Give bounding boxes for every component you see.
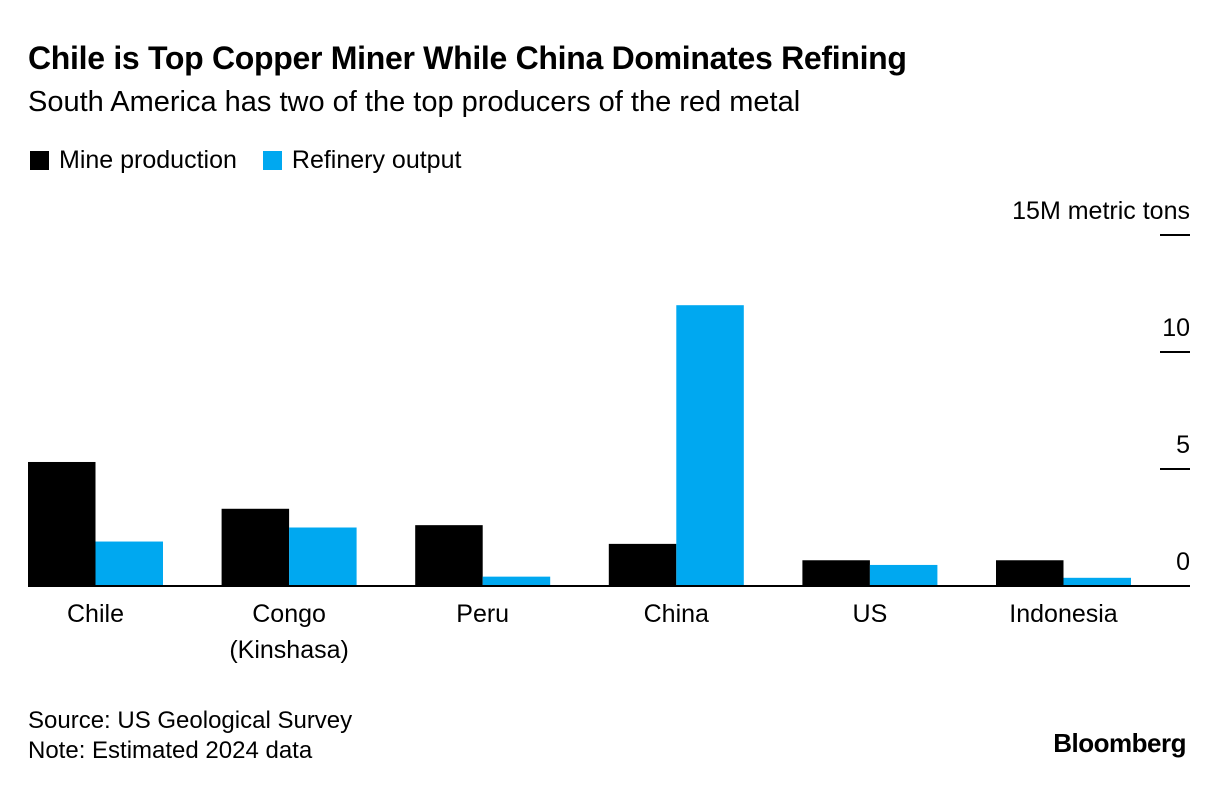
x-tick-label-1: Congo xyxy=(252,600,326,628)
legend: Mine production Refinery output xyxy=(30,146,487,175)
y-tick-label-15: 15M metric tons xyxy=(1012,197,1190,225)
legend-swatch-refinery xyxy=(262,151,282,170)
source-note: Source: US Geological Survey Note: Estim… xyxy=(28,706,352,766)
x-tick-label-5: Indonesia xyxy=(1009,600,1118,628)
bar-mine-1 xyxy=(221,508,290,586)
chart-title: Chile is Top Copper Miner While China Do… xyxy=(28,40,907,76)
bloomberg-logo: Bloomberg xyxy=(1053,728,1186,758)
legend-item-mine: Mine production xyxy=(30,146,237,175)
x-tick-label-0: Chile xyxy=(67,600,124,628)
bar-refinery-4 xyxy=(869,564,938,586)
x-tick-label-4: US xyxy=(853,600,888,628)
bar-refinery-5 xyxy=(1063,577,1131,586)
bar-mine-5 xyxy=(996,560,1064,586)
legend-item-refinery: Refinery output xyxy=(262,146,462,175)
bar-refinery-0 xyxy=(95,541,163,586)
bar-refinery-2 xyxy=(482,576,551,586)
bar-mine-3 xyxy=(608,543,677,586)
note-text: Note: Estimated 2024 data xyxy=(28,737,313,764)
legend-label-refinery: Refinery output xyxy=(291,146,462,174)
chart-subtitle: South America has two of the top produce… xyxy=(28,86,801,118)
bar-mine-0 xyxy=(28,461,96,586)
y-tick-label-0: 0 xyxy=(1176,548,1190,576)
bar-mine-2 xyxy=(415,525,483,586)
x-tick-label-1-line1: (Kinshasa) xyxy=(229,636,349,664)
y-tick-label-10: 10 xyxy=(1162,314,1190,342)
bar-refinery-3 xyxy=(676,305,744,586)
legend-swatch-mine xyxy=(30,151,49,170)
legend-label-mine: Mine production xyxy=(59,146,237,174)
x-tick-label-2: Peru xyxy=(456,600,509,628)
x-tick-label-3: China xyxy=(644,600,709,628)
bar-refinery-1 xyxy=(289,527,357,586)
y-tick-label-5: 5 xyxy=(1176,431,1190,459)
source-text: Source: US Geological Survey xyxy=(28,707,353,734)
bar-mine-4 xyxy=(802,560,870,586)
